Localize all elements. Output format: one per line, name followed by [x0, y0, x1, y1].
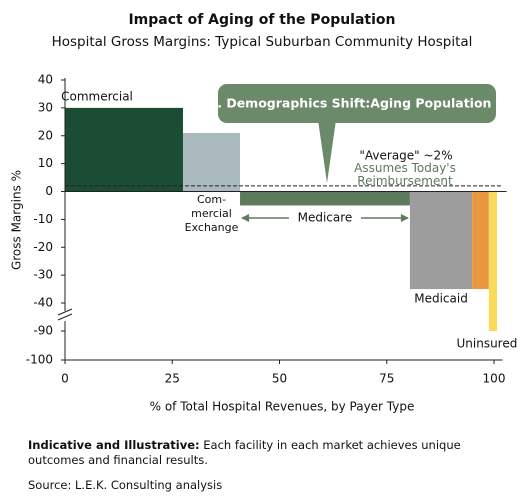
y-tick-label: -20: [33, 240, 53, 254]
x-axis-label: % of Total Hospital Revenues, by Payer T…: [150, 400, 415, 414]
bar: [240, 191, 410, 206]
y-tick-label: -30: [33, 268, 53, 282]
y-tick-label: 30: [38, 100, 53, 114]
category-label: Medicare: [298, 211, 353, 225]
category-label: Medicaid: [414, 292, 468, 306]
x-tick-label: 100: [483, 372, 506, 386]
callout-box: [218, 84, 496, 123]
note-lead: Indicative and Illustrative:: [28, 438, 200, 452]
y-tick-label: -10: [33, 212, 53, 226]
bar: [65, 107, 183, 192]
note: Indicative and Illustrative: Each facili…: [28, 438, 508, 468]
x-tick-label: 75: [379, 372, 394, 386]
y-tick-label: 10: [38, 156, 53, 170]
x-tick-label: 0: [61, 372, 69, 386]
chart-title: Impact of Aging of the Population: [128, 12, 395, 28]
y-axis-label: Gross Margins %: [10, 170, 24, 270]
category-label: Com- mercial Exchange: [184, 193, 239, 234]
arrow-head: [241, 214, 250, 222]
reference-label: "Average" ~2%: [359, 149, 452, 163]
reference-note: Assumes Today's Reimbursement: [354, 161, 456, 188]
y-tick-label: 40: [38, 73, 53, 87]
note-text: Each facility in each market achieves un…: [28, 438, 461, 467]
category-label: Commercial: [61, 90, 133, 104]
axis-break: [57, 313, 73, 321]
y-tick-label: 20: [38, 128, 53, 142]
source: Source: L.E.K. Consulting analysis: [28, 478, 223, 492]
x-tick-label: 50: [272, 372, 287, 386]
bar: [409, 191, 473, 290]
callout-pointer: [318, 120, 336, 183]
y-tick-label: -40: [33, 296, 53, 310]
y-tick-label: -100: [26, 353, 53, 367]
y-tick-label: -90: [33, 324, 53, 338]
callout-text: 3. Demographics Shift:Aging Population: [209, 96, 492, 111]
category-label: Uninsured: [456, 337, 517, 351]
x-tick-label: 25: [165, 372, 180, 386]
axis-break: [57, 308, 73, 316]
bar: [472, 191, 489, 290]
bar: [182, 132, 241, 192]
bar: [488, 191, 498, 331]
chart: Impact of Aging of the Population Hospit…: [10, 12, 518, 414]
y-tick-label: 0: [45, 184, 53, 198]
chart-subtitle: Hospital Gross Margins: Typical Suburban…: [52, 34, 473, 50]
arrow-head: [400, 214, 409, 222]
